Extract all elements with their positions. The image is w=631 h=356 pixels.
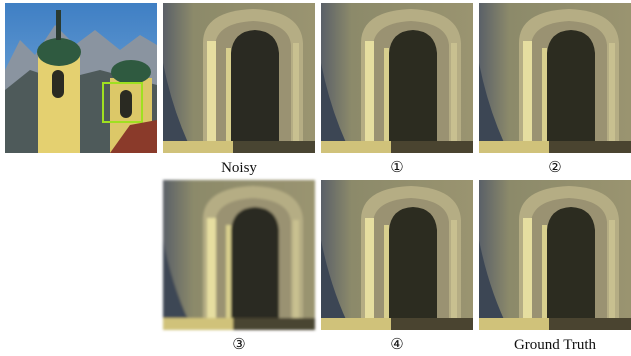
- crop-image: [163, 180, 315, 330]
- panel-caption: ①: [390, 160, 403, 176]
- overview-image: [5, 3, 157, 153]
- crop-image: [479, 3, 631, 153]
- crop-image: [479, 180, 631, 330]
- figure: Noisy ① ② ③ ④ Ground Truth: [0, 0, 631, 356]
- panel-caption: ②: [548, 160, 561, 176]
- crop-image: [163, 3, 315, 153]
- panel-caption: ④: [390, 337, 403, 353]
- crop-image: [321, 180, 473, 330]
- crop-image: [321, 3, 473, 153]
- panel-caption: Ground Truth: [514, 337, 597, 353]
- panel-caption: ③: [232, 337, 245, 353]
- panel-caption: Noisy: [221, 160, 257, 176]
